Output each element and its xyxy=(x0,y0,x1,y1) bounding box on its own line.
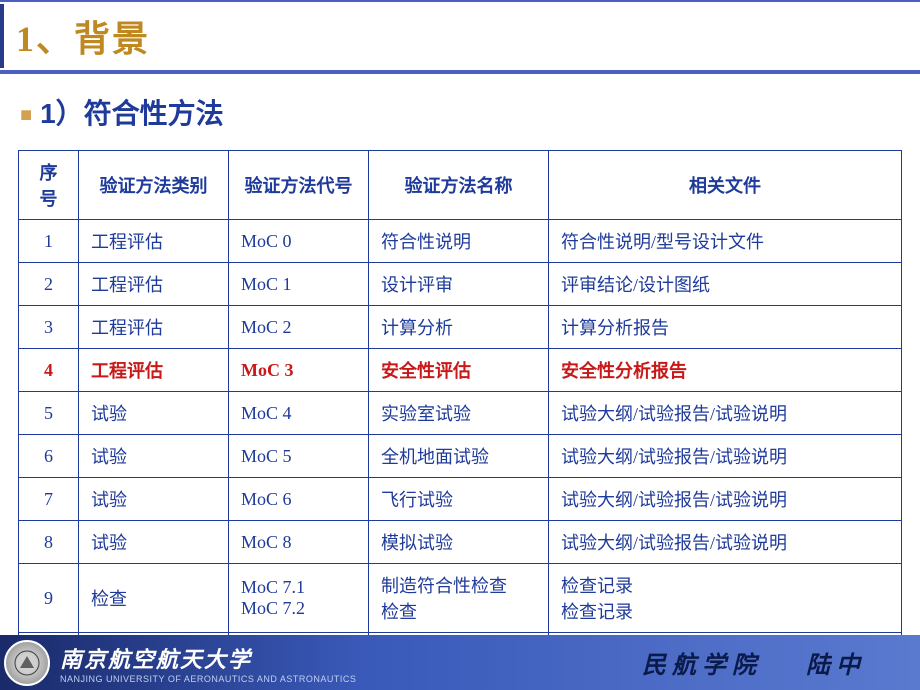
cell-code: MoC 4 xyxy=(229,392,369,435)
table-row: 2工程评估MoC 1设计评审评审结论/设计图纸 xyxy=(19,263,902,306)
th-code: 验证方法代号 xyxy=(229,151,369,220)
th-category: 验证方法类别 xyxy=(79,151,229,220)
bullet-icon: ■ xyxy=(20,104,32,126)
cell-category: 试验 xyxy=(79,392,229,435)
cell-category: 检查 xyxy=(79,564,229,633)
cell-name: 安全性评估 xyxy=(369,349,549,392)
cell-code: MoC 0 xyxy=(229,220,369,263)
cell-doc: 符合性说明/型号设计文件 xyxy=(549,220,902,263)
cell-name: 制造符合性检查检查 xyxy=(369,564,549,633)
cell-doc: 试验大纲/试验报告/试验说明 xyxy=(549,392,902,435)
cell-name: 全机地面试验 xyxy=(369,435,549,478)
cell-seq: 6 xyxy=(19,435,79,478)
cell-doc: 试验大纲/试验报告/试验说明 xyxy=(549,521,902,564)
cell-name: 模拟试验 xyxy=(369,521,549,564)
cell-name: 实验室试验 xyxy=(369,392,549,435)
university-name-cn: 南京航空航天大学 xyxy=(60,642,356,674)
cell-code: MoC 5 xyxy=(229,435,369,478)
cell-seq: 1 xyxy=(19,220,79,263)
footer-bar: 南京航空航天大学 NANJING UNIVERSITY OF AERONAUTI… xyxy=(0,635,920,690)
cell-code: MoC 2 xyxy=(229,306,369,349)
cell-code: MoC 3 xyxy=(229,349,369,392)
th-seq: 序号 xyxy=(19,151,79,220)
cell-name: 符合性说明 xyxy=(369,220,549,263)
compliance-table-wrap: 序号 验证方法类别 验证方法代号 验证方法名称 相关文件 1工程评估MoC 0符… xyxy=(18,150,902,676)
title-bar: 1、背景 xyxy=(0,0,920,74)
th-name: 验证方法名称 xyxy=(369,151,549,220)
table-row: 7试验MoC 6飞行试验试验大纲/试验报告/试验说明 xyxy=(19,478,902,521)
author-name: 陆 中 xyxy=(806,645,860,680)
cell-doc: 评审结论/设计图纸 xyxy=(549,263,902,306)
cell-category: 工程评估 xyxy=(79,349,229,392)
cell-seq: 3 xyxy=(19,306,79,349)
cell-seq: 9 xyxy=(19,564,79,633)
cell-category: 试验 xyxy=(79,478,229,521)
table-row: 3工程评估MoC 2计算分析计算分析报告 xyxy=(19,306,902,349)
cell-category: 试验 xyxy=(79,521,229,564)
cell-code: MoC 8 xyxy=(229,521,369,564)
cell-doc: 检查记录检查记录 xyxy=(549,564,902,633)
table-row: 8试验MoC 8模拟试验试验大纲/试验报告/试验说明 xyxy=(19,521,902,564)
table-row: 4工程评估MoC 3安全性评估安全性分析报告 xyxy=(19,349,902,392)
cell-seq: 2 xyxy=(19,263,79,306)
cell-category: 工程评估 xyxy=(79,263,229,306)
department-name: 民 航 学 院 xyxy=(642,645,756,680)
table-header-row: 序号 验证方法类别 验证方法代号 验证方法名称 相关文件 xyxy=(19,151,902,220)
th-doc: 相关文件 xyxy=(549,151,902,220)
table-row: 9检查MoC 7.1MoC 7.2制造符合性检查检查检查记录检查记录 xyxy=(19,564,902,633)
cell-seq: 5 xyxy=(19,392,79,435)
table-row: 5试验MoC 4实验室试验试验大纲/试验报告/试验说明 xyxy=(19,392,902,435)
table-row: 6试验MoC 5全机地面试验试验大纲/试验报告/试验说明 xyxy=(19,435,902,478)
table-row: 1工程评估MoC 0符合性说明符合性说明/型号设计文件 xyxy=(19,220,902,263)
cell-doc: 安全性分析报告 xyxy=(549,349,902,392)
subtitle-row: ■ 1）符合性方法 xyxy=(20,92,900,132)
cell-code: MoC 6 xyxy=(229,478,369,521)
cell-doc: 试验大纲/试验报告/试验说明 xyxy=(549,435,902,478)
compliance-table: 序号 验证方法类别 验证方法代号 验证方法名称 相关文件 1工程评估MoC 0符… xyxy=(18,150,902,676)
cell-category: 工程评估 xyxy=(79,306,229,349)
main-title: 1、背景 xyxy=(16,10,150,62)
cell-category: 工程评估 xyxy=(79,220,229,263)
cell-code: MoC 1 xyxy=(229,263,369,306)
cell-seq: 8 xyxy=(19,521,79,564)
cell-seq: 4 xyxy=(19,349,79,392)
cell-code: MoC 7.1MoC 7.2 xyxy=(229,564,369,633)
university-logo-icon xyxy=(4,640,50,686)
cell-doc: 计算分析报告 xyxy=(549,306,902,349)
subtitle-text: 1）符合性方法 xyxy=(40,98,224,129)
cell-doc: 试验大纲/试验报告/试验说明 xyxy=(549,478,902,521)
cell-name: 设计评审 xyxy=(369,263,549,306)
cell-category: 试验 xyxy=(79,435,229,478)
university-name-en: NANJING UNIVERSITY OF AERONAUTICS AND AS… xyxy=(60,674,356,684)
cell-name: 计算分析 xyxy=(369,306,549,349)
cell-seq: 7 xyxy=(19,478,79,521)
cell-name: 飞行试验 xyxy=(369,478,549,521)
